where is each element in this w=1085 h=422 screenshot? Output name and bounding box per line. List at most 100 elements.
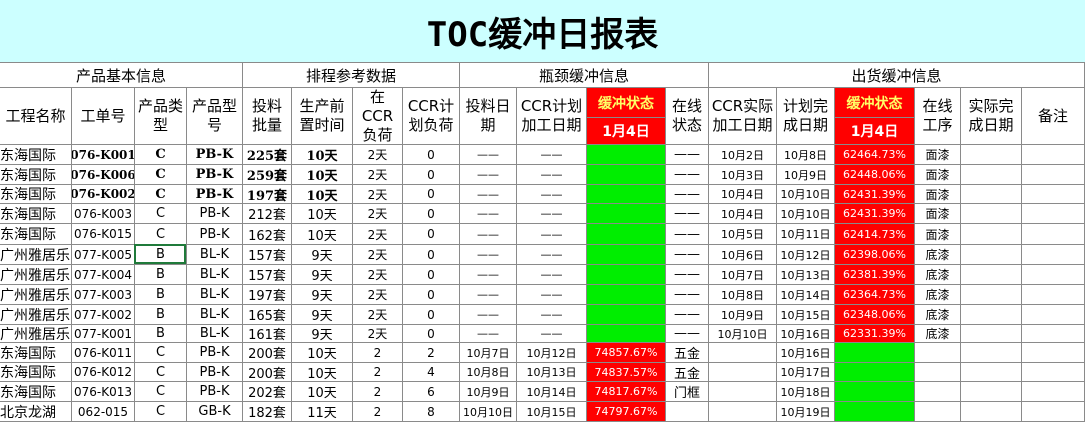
cell: 2天 <box>353 305 403 325</box>
cell: 259套 <box>243 165 292 185</box>
cell: PB-K <box>187 343 243 363</box>
cell: 广州雅居乐 <box>0 305 72 325</box>
cell: 东海国际 <box>0 224 72 245</box>
buffer-status: 74817.67% <box>587 382 666 402</box>
cell: 225套 <box>243 145 292 165</box>
cell: 广州雅居乐 <box>0 285 72 305</box>
group-header: 出货缓冲信息 <box>709 63 1085 88</box>
cell: 10天 <box>292 382 353 402</box>
cell: C <box>135 204 187 224</box>
cell <box>961 343 1022 363</box>
cell: 0 <box>403 145 460 165</box>
cell: C <box>135 145 187 165</box>
group-header: 产品基本信息 <box>0 63 243 88</box>
cell <box>1022 285 1085 305</box>
cell: 东海国际 <box>0 382 72 402</box>
cell: C <box>135 165 187 185</box>
status-date: 1月4日 <box>587 118 666 145</box>
cell <box>961 285 1022 305</box>
cell: 10月10日 <box>709 325 777 343</box>
cell <box>709 363 777 382</box>
cell: —— <box>460 204 517 224</box>
cell <box>1022 165 1085 185</box>
cell: —— <box>460 224 517 245</box>
cell: 面漆 <box>915 204 961 224</box>
cell: B <box>135 285 187 305</box>
cell: —— <box>517 185 587 204</box>
buffer-status: 62431.39% <box>835 204 915 224</box>
cell: BL-K <box>187 325 243 343</box>
cell: —— <box>460 245 517 265</box>
cell: PB-K <box>187 224 243 245</box>
cell <box>915 402 961 422</box>
cell: 10天 <box>292 343 353 363</box>
cell: BL-K <box>187 245 243 265</box>
cell: —— <box>666 185 709 204</box>
cell: 10月13日 <box>517 363 587 382</box>
cell: 10天 <box>292 165 353 185</box>
sheet-title: TOC缓冲日报表 <box>0 0 1085 63</box>
cell: 10月7日 <box>709 265 777 285</box>
cell: PB-K <box>187 145 243 165</box>
cell: 10月19日 <box>777 402 835 422</box>
cell: 10月11日 <box>777 224 835 245</box>
column-header: 产品类型 <box>135 88 187 145</box>
cell: 0 <box>403 185 460 204</box>
cell <box>1022 402 1085 422</box>
cell: 10月15日 <box>777 305 835 325</box>
cell: 0 <box>403 165 460 185</box>
cell <box>961 245 1022 265</box>
cell: 10月16日 <box>777 343 835 363</box>
cell: 东海国际 <box>0 145 72 165</box>
cell: PB-K <box>187 204 243 224</box>
cell: 076-K012 <box>72 363 135 382</box>
cell: —— <box>460 265 517 285</box>
cell: —— <box>666 325 709 343</box>
cell <box>961 165 1022 185</box>
cell <box>1022 343 1085 363</box>
cell: 2天 <box>353 185 403 204</box>
cell: 10月14日 <box>777 285 835 305</box>
cell: 10月14日 <box>517 382 587 402</box>
selected-cell[interactable] <box>134 244 186 264</box>
status-header: 缓冲状态 <box>835 88 915 118</box>
cell: 157套 <box>243 265 292 285</box>
cell: 10月3日 <box>709 165 777 185</box>
cell <box>1022 265 1085 285</box>
cell: 2 <box>353 363 403 382</box>
cell: B <box>135 325 187 343</box>
cell: 东海国际 <box>0 343 72 363</box>
buffer-status: 62464.73% <box>835 145 915 165</box>
cell: 11天 <box>292 402 353 422</box>
cell: C <box>135 382 187 402</box>
cell: 10月12日 <box>777 245 835 265</box>
column-header: CCR计划负荷 <box>403 88 460 145</box>
cell: 底漆 <box>915 325 961 343</box>
cell: 东海国际 <box>0 363 72 382</box>
status-date: 1月4日 <box>835 118 915 145</box>
cell: 0 <box>403 325 460 343</box>
cell <box>709 402 777 422</box>
cell: BL-K <box>187 305 243 325</box>
cell <box>961 185 1022 204</box>
cell: PB-K <box>187 185 243 204</box>
cell <box>961 402 1022 422</box>
cell: —— <box>666 265 709 285</box>
cell <box>961 145 1022 165</box>
cell: PB-K <box>187 363 243 382</box>
cell: 10月9日 <box>460 382 517 402</box>
cell: 10月16日 <box>777 325 835 343</box>
column-header: 计划完成日期 <box>777 88 835 145</box>
cell: 0 <box>403 265 460 285</box>
cell: 广州雅居乐 <box>0 245 72 265</box>
cell: 底漆 <box>915 305 961 325</box>
cell: 0 <box>403 245 460 265</box>
cell <box>1022 185 1085 204</box>
cell: 062-015 <box>72 402 135 422</box>
cell: 10月2日 <box>709 145 777 165</box>
cell: 0 <box>403 285 460 305</box>
cell <box>709 343 777 363</box>
cell: 2天 <box>353 145 403 165</box>
cell: 五金 <box>666 343 709 363</box>
